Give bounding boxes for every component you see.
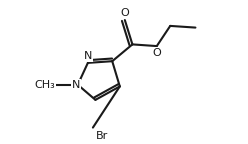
- Text: O: O: [153, 48, 161, 58]
- Text: CH₃: CH₃: [34, 80, 55, 90]
- Text: N: N: [84, 51, 92, 61]
- Text: Br: Br: [96, 131, 109, 141]
- Text: N: N: [72, 80, 80, 90]
- Text: O: O: [121, 8, 129, 18]
